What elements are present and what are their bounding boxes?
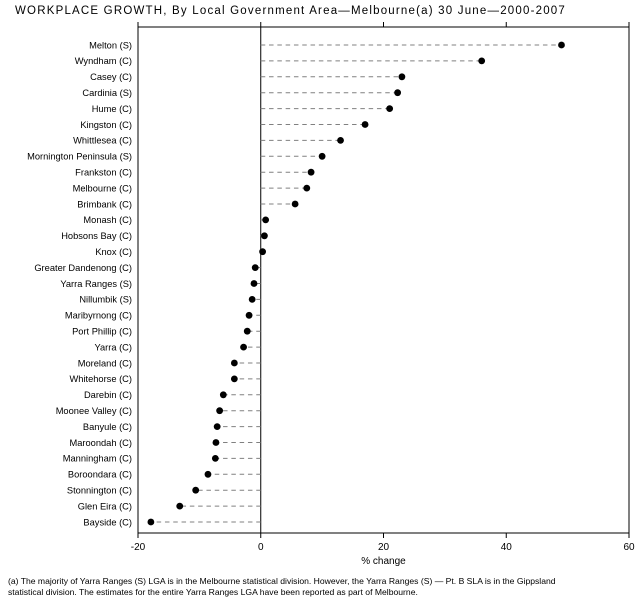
x-tick-label: 20	[378, 542, 390, 553]
data-dot	[204, 470, 212, 478]
data-dot	[478, 57, 486, 65]
category-label: Knox (C)	[95, 247, 132, 257]
data-dot	[213, 423, 221, 430]
category-label: Casey (C)	[90, 72, 132, 82]
category-label: Bayside (C)	[83, 517, 132, 527]
data-dot	[361, 121, 369, 128]
category-label: Maroondah (C)	[69, 438, 132, 448]
footnote-line-2: statistical division. The estimates for …	[8, 586, 418, 597]
category-label: Mornington Peninsula (S)	[27, 152, 132, 162]
category-label: Hobsons Bay (C)	[61, 231, 132, 241]
category-label: Manningham (C)	[63, 454, 132, 464]
data-dot	[386, 105, 394, 112]
x-tick-label: -20	[131, 542, 146, 553]
data-dot	[251, 264, 259, 271]
category-label: Brimbank (C)	[77, 199, 132, 209]
data-dot	[303, 184, 311, 192]
category-label: Whittlesea (C)	[73, 136, 132, 146]
category-label: Nillumbik (S)	[79, 295, 132, 305]
category-label: Moonee Valley (C)	[56, 406, 132, 416]
data-dot	[558, 41, 565, 49]
data-dot	[243, 327, 251, 335]
data-dot	[176, 502, 184, 510]
category-label: Monash (C)	[83, 215, 132, 225]
category-label: Whitehorse (C)	[69, 374, 132, 384]
data-dot	[291, 200, 299, 208]
category-label: Port Phillip (C)	[72, 327, 132, 337]
category-label: Maribyrnong (C)	[65, 311, 132, 321]
data-dot	[192, 486, 200, 494]
data-dot	[216, 407, 224, 415]
category-label: Darebin (C)	[84, 390, 132, 400]
category-label: Melbourne (C)	[73, 183, 132, 193]
data-dot	[147, 518, 155, 526]
category-label: Moreland (C)	[78, 358, 132, 368]
data-dot	[230, 359, 238, 367]
category-label: Hume (C)	[92, 104, 132, 114]
data-dot	[248, 296, 256, 303]
data-dot	[261, 232, 268, 240]
data-dot	[212, 439, 220, 446]
category-label: Yarra Ranges (S)	[60, 279, 132, 289]
category-label: Greater Dandenong (C)	[34, 263, 132, 273]
data-dot	[211, 455, 219, 462]
data-dot	[259, 248, 266, 256]
data-dot	[307, 168, 315, 176]
data-dot	[337, 137, 344, 144]
x-axis-title: % change	[361, 556, 406, 567]
footnote-line-1: (a) The majority of Yarra Ranges (S) LGA…	[8, 576, 556, 586]
data-dot	[240, 343, 247, 351]
x-tick-label: 0	[258, 542, 264, 553]
footnote: (a) The majority of Yarra Ranges (S) LGA…	[8, 576, 556, 597]
category-label: Frankston (C)	[75, 168, 132, 178]
category-label: Stonnington (C)	[67, 486, 132, 496]
data-dot	[250, 280, 258, 287]
data-dot	[219, 391, 227, 399]
category-label: Kingston (C)	[80, 120, 132, 130]
data-dot	[262, 216, 270, 224]
category-label: Glen Eira (C)	[78, 501, 132, 511]
category-label: Boroondara (C)	[68, 470, 132, 480]
x-tick-label: 60	[623, 542, 635, 553]
category-label: Banyule (C)	[83, 422, 132, 432]
dot-plot-canvas: -20 0 20 40 60 Melton (S) Wyndham (C) Casey (C)…	[27, 22, 635, 567]
category-label: Wyndham (C)	[75, 56, 132, 66]
category-label: Melton (S)	[89, 40, 132, 50]
chart-title: WORKPLACE GROWTH, By Local Government Ar…	[15, 5, 566, 17]
plot-border	[137, 26, 630, 534]
data-dot	[245, 311, 253, 319]
data-dot	[230, 375, 238, 383]
category-label: Yarra (C)	[94, 342, 132, 352]
data-dot	[318, 152, 326, 160]
category-label: Cardinia (S)	[82, 88, 132, 98]
data-dot	[398, 73, 406, 81]
data-dot	[394, 89, 402, 97]
x-tick-label: 40	[501, 542, 513, 553]
